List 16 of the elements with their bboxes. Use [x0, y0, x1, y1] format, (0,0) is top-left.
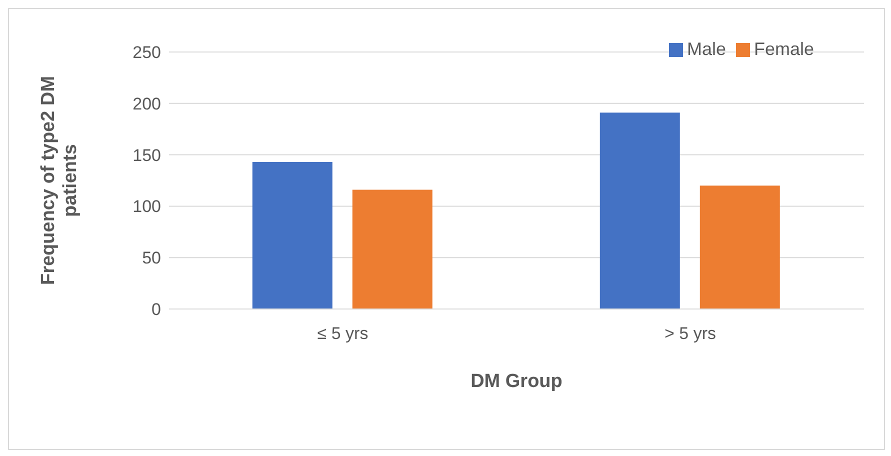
y-tick-label: 200: [132, 94, 161, 114]
y-axis-title: Frequency of type2 DM patients: [38, 76, 81, 286]
y-tick-label: 0: [152, 300, 161, 320]
y-tick-label: 150: [132, 146, 161, 165]
bar: [252, 162, 332, 309]
legend-label: Female: [754, 39, 814, 59]
y-tick-label: 50: [142, 248, 161, 268]
bar: [600, 112, 680, 309]
bar: [700, 186, 780, 309]
y-tick-label: 100: [132, 197, 161, 216]
x-axis-title: DM Group: [470, 371, 562, 392]
bar: [352, 190, 432, 309]
x-tick-label: ≤ 5 yrs: [317, 324, 368, 344]
y-tick-label: 250: [132, 43, 161, 62]
x-tick-label: > 5 yrs: [664, 324, 716, 344]
legend-label: Male: [686, 39, 726, 59]
